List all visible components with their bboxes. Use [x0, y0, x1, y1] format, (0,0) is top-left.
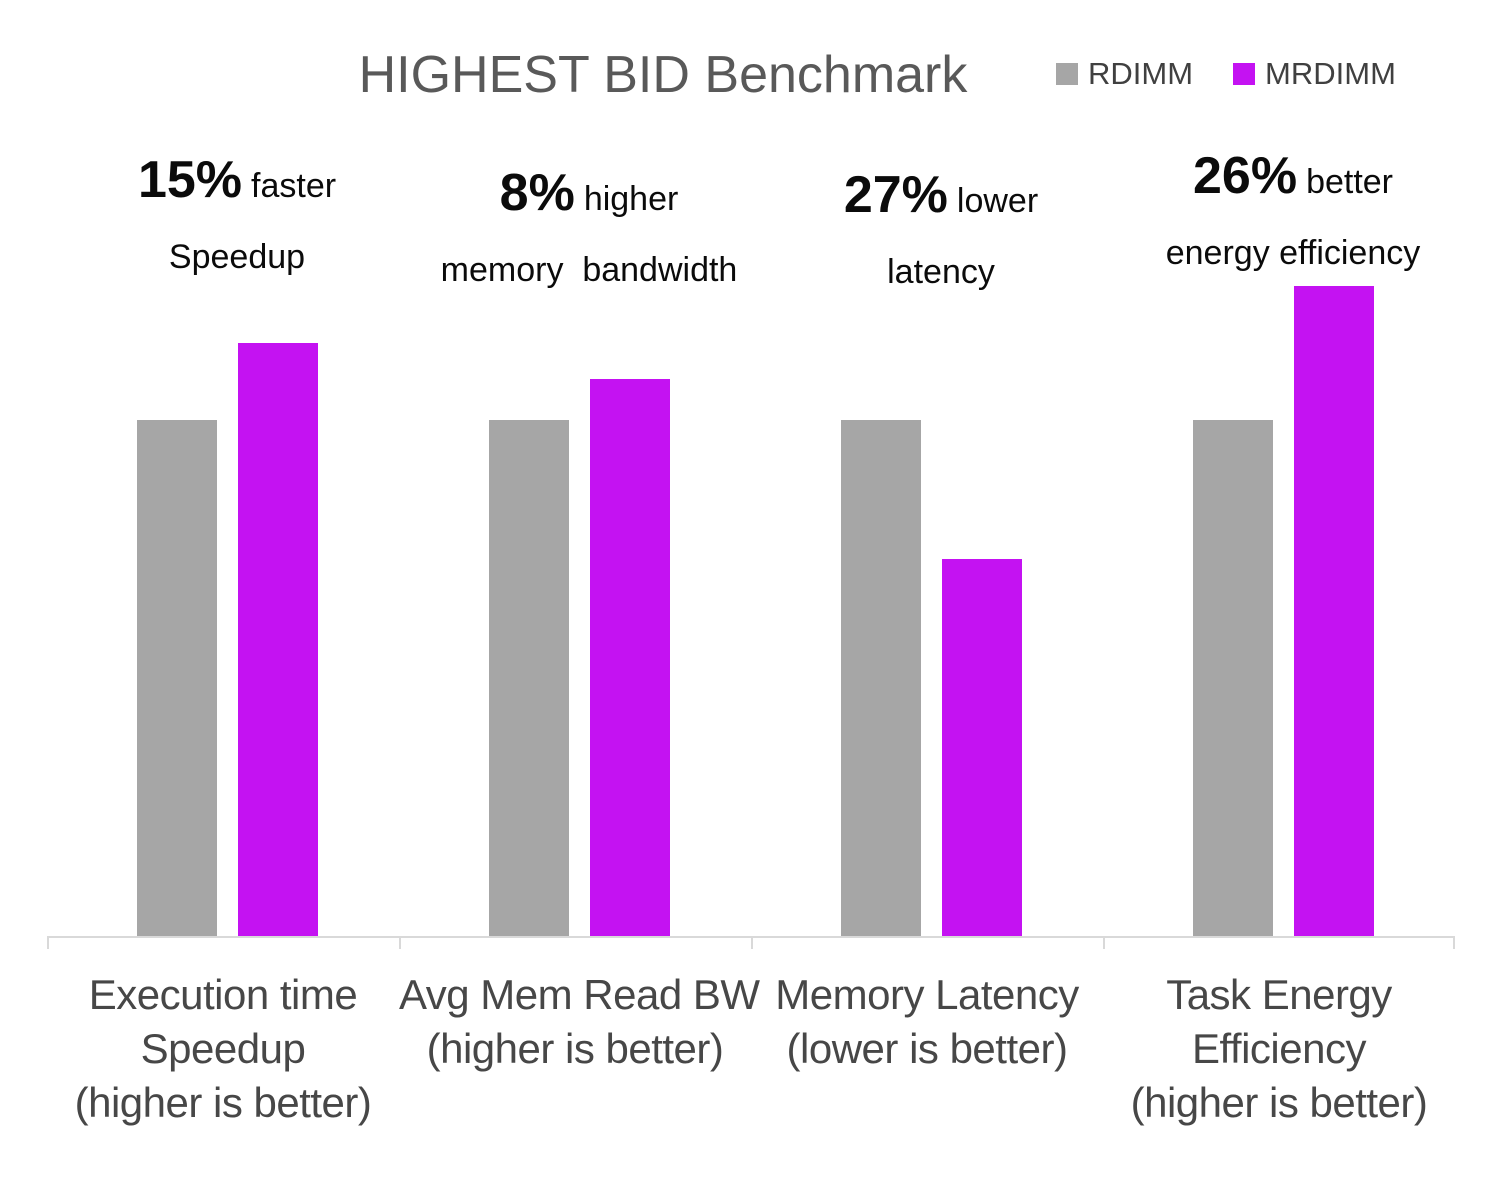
bar-rdimm-group1	[137, 420, 217, 936]
category-label-line: Execution time	[88, 971, 358, 1018]
annotation-detail: Speedup	[168, 238, 306, 276]
axis-tick	[47, 936, 49, 949]
bar-mrdimm-group2	[590, 379, 670, 936]
legend-label-rdimm: RDIMM	[1088, 56, 1194, 91]
annotation-headline: 26% better	[1117, 146, 1469, 219]
category-label-line: (higher is better)	[74, 1079, 372, 1126]
category-label-line: (lower is better)	[786, 1025, 1068, 1072]
chart-title: HIGHEST BID Benchmark	[358, 46, 968, 104]
category-label-execution-time: Execution time Speedup (higher is better…	[47, 968, 399, 1130]
bar-rdimm-group3	[841, 420, 921, 936]
annotation-percent: 26%	[1192, 147, 1298, 205]
category-label-task-energy: Task Energy Efficiency (higher is better…	[1103, 968, 1455, 1130]
axis-tick	[1453, 936, 1455, 949]
annotation-percent: 27%	[843, 166, 948, 224]
category-label-memory-latency: Memory Latency (lower is better)	[751, 968, 1103, 1076]
annotation-qualifier: lower	[956, 182, 1039, 220]
mrdimm-swatch-icon	[1233, 63, 1256, 85]
annotation-energy: 26% better energy efficiency	[1117, 146, 1469, 273]
axis-tick	[399, 936, 401, 949]
axis-tick	[1103, 936, 1105, 949]
category-label-mem-read-bw: Avg Mem Read BW (higher is better)	[399, 968, 760, 1076]
legend: RDIMM MRDIMM	[1056, 56, 1396, 92]
annotation-qualifier: higher	[583, 180, 679, 218]
axis-tick	[751, 936, 753, 949]
category-label-line: Avg Mem Read BW	[399, 971, 760, 1018]
annotation-qualifier: faster	[251, 167, 337, 205]
annotation-percent: 15%	[137, 151, 243, 209]
bar-rdimm-group2	[489, 420, 569, 936]
annotation-speedup: 15% faster Speedup	[61, 150, 413, 277]
annotation-detail: memory bandwidth	[440, 251, 738, 289]
annotation-percent: 8%	[499, 164, 575, 222]
legend-label-mrdimm: MRDIMM	[1265, 56, 1396, 91]
annotation-bandwidth: 8% higher memory bandwidth	[413, 163, 765, 290]
bar-rdimm-group4	[1193, 420, 1273, 936]
bar-mrdimm-group3	[942, 559, 1022, 936]
annotation-headline: 8% higher	[413, 163, 765, 236]
annotation-qualifier: better	[1306, 163, 1394, 201]
category-label-line: Efficiency	[1192, 1025, 1366, 1072]
annotation-headline: 27% lower	[765, 165, 1117, 238]
category-label-line: (higher is better)	[426, 1025, 724, 1072]
legend-item-rdimm[interactable]: RDIMM	[1056, 56, 1193, 92]
category-label-line: Speedup	[140, 1025, 306, 1072]
annotation-latency: 27% lower latency	[765, 165, 1117, 292]
plot-area	[47, 280, 1455, 949]
annotation-detail: energy efficiency	[1165, 234, 1421, 272]
annotation-detail: latency	[887, 253, 995, 291]
bar-mrdimm-group4	[1294, 286, 1374, 936]
rdimm-swatch-icon	[1056, 63, 1078, 85]
annotation-headline: 15% faster	[61, 150, 413, 223]
category-label-line: Task Energy	[1166, 971, 1392, 1018]
legend-item-mrdimm[interactable]: MRDIMM	[1233, 56, 1396, 92]
category-label-line: Memory Latency	[775, 971, 1079, 1018]
bar-mrdimm-group1	[238, 343, 318, 936]
category-label-line: (higher is better)	[1130, 1079, 1428, 1126]
